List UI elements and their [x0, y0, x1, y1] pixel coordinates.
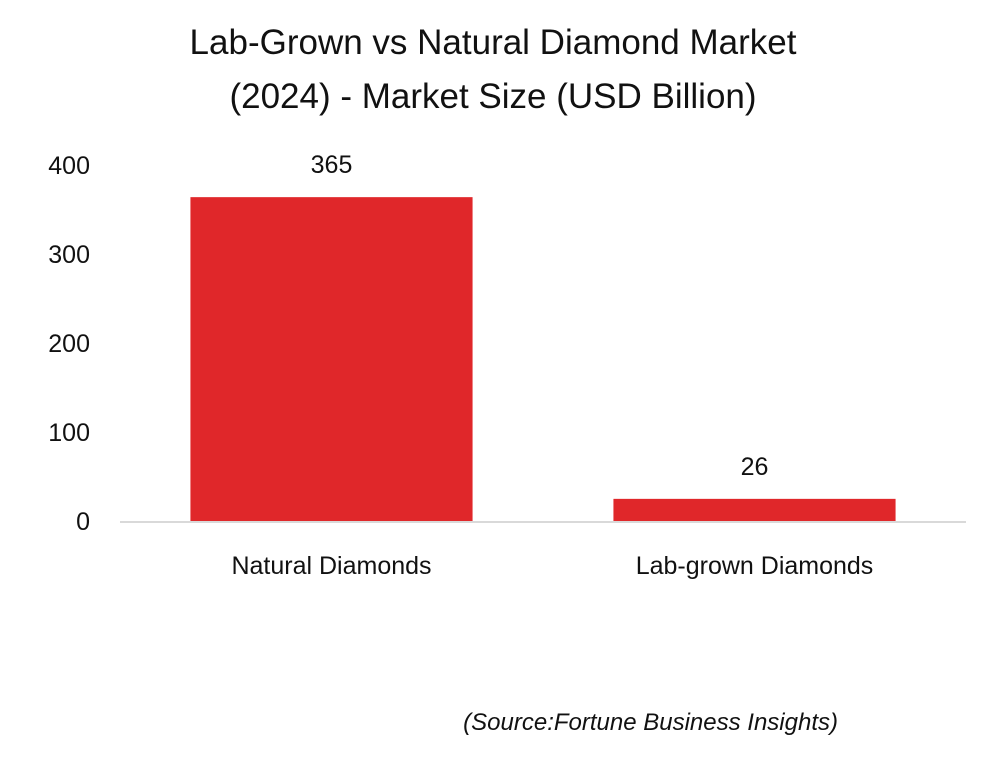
- chart-title-line-2: (2024) - Market Size (USD Billion): [229, 77, 756, 116]
- y-tick-label: 100: [48, 419, 90, 447]
- y-tick-label: 200: [48, 330, 90, 358]
- category-label: Natural Diamonds: [231, 552, 431, 580]
- source-note: (Source:Fortune Business Insights): [463, 709, 838, 736]
- x-axis-category-labels: Natural Diamonds Lab-grown Diamonds: [231, 552, 873, 580]
- category-label: Lab-grown Diamonds: [636, 552, 874, 580]
- data-label: 365: [311, 151, 353, 179]
- y-axis-tick-labels: 0 100 200 300 400: [48, 152, 90, 536]
- data-label: 26: [741, 453, 769, 481]
- data-labels: 365 26: [311, 151, 769, 481]
- bar-series: [190, 197, 896, 522]
- y-tick-label: 400: [48, 152, 90, 180]
- bar: [190, 197, 473, 522]
- y-tick-label: 0: [76, 508, 90, 536]
- bar: [613, 498, 896, 522]
- y-tick-label: 300: [48, 241, 90, 269]
- chart-title-line-1: Lab-Grown vs Natural Diamond Market: [190, 23, 797, 62]
